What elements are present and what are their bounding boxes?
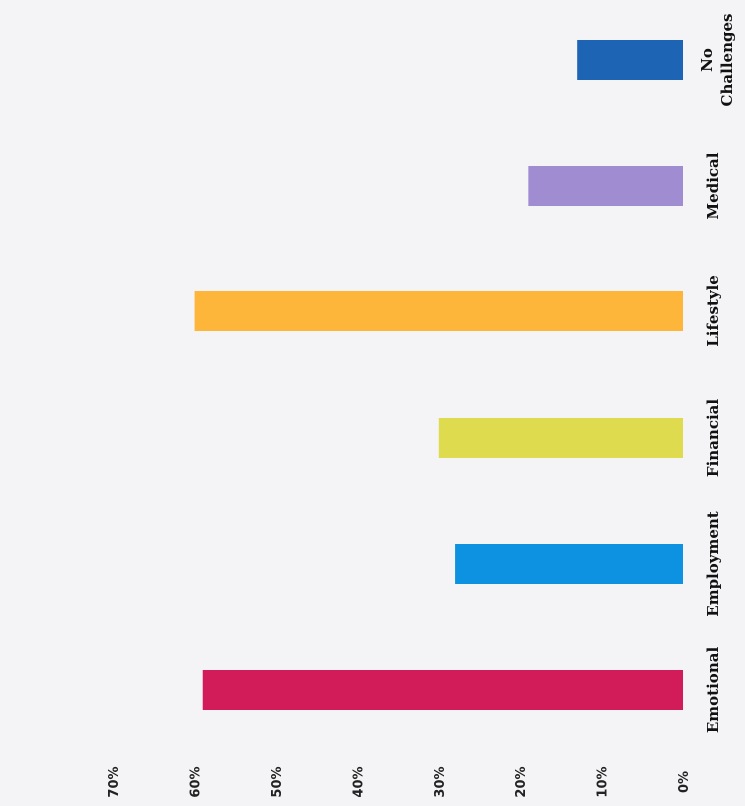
bar-medical (528, 166, 683, 206)
value-tick-label: 50% (270, 766, 285, 797)
bar-no-challenges (577, 40, 683, 80)
category-label: Lifestyle (704, 275, 722, 347)
value-tick-label: 20% (514, 766, 529, 797)
value-ticks-group: 0% 10% 20% 30% 40% 50% 60% 70% (107, 766, 692, 797)
value-tick-label: 10% (596, 766, 611, 797)
category-label-line: Emotional (704, 647, 722, 734)
bar-financial (438, 418, 683, 458)
category-label-line: No (698, 48, 716, 72)
category-label-line: Financial (704, 399, 722, 477)
category-label: Medical (704, 152, 722, 219)
category-label-line: Medical (704, 152, 722, 219)
value-tick-label: 60% (189, 766, 204, 797)
category-label-line: Employment (704, 511, 722, 617)
value-tick-label: 70% (107, 766, 122, 797)
category-label-line: Lifestyle (704, 275, 722, 347)
category-label: Employment (704, 511, 722, 617)
category-labels-group: Emotional Employment Financial Lifestyle Med… (698, 14, 736, 734)
category-label-line: Challenges (718, 14, 736, 107)
category-label: Financial (704, 399, 722, 477)
value-tick-label: 40% (351, 766, 366, 797)
value-tick-label: 0% (677, 771, 692, 793)
category-label: No Challenges (698, 14, 736, 107)
category-label: Emotional (704, 647, 722, 734)
bar-emotional (202, 670, 684, 710)
bars-group (194, 40, 684, 710)
value-tick-label: 30% (433, 766, 448, 797)
bar-employment (455, 544, 683, 584)
bar-lifestyle (194, 291, 683, 331)
